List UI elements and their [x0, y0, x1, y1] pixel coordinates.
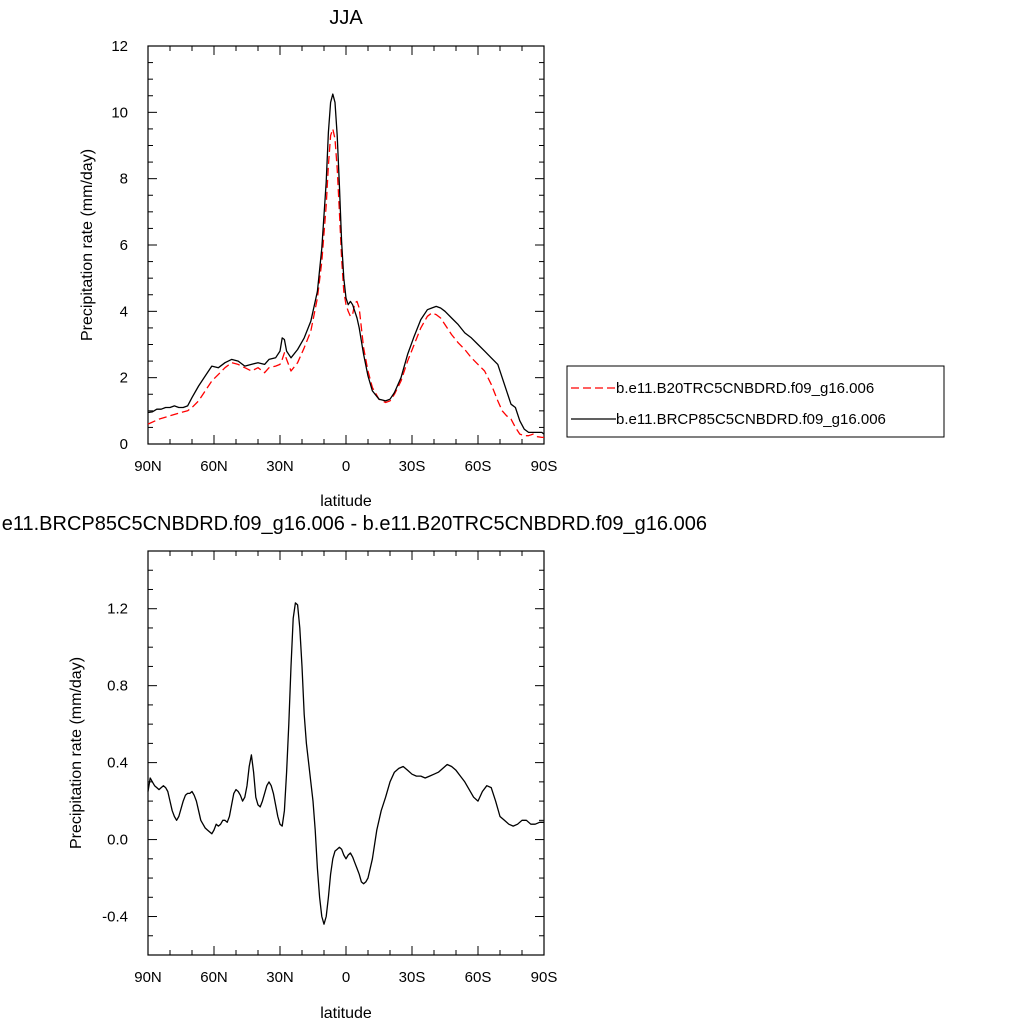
x-axis-label: latitude: [320, 493, 372, 510]
legend-box: [566, 365, 945, 438]
x-tick-label: 90S: [531, 458, 558, 475]
chart-title: b.e11.BRCP85C5CNBDRD.f09_g16.006 - b.e11…: [0, 513, 707, 535]
plot-frame: [147, 45, 545, 445]
plot-frame: [147, 550, 545, 956]
x-tick-label: 30S: [399, 458, 426, 475]
y-tick-label: 0.4: [107, 755, 128, 772]
x-tick-label: 90S: [531, 969, 558, 986]
series-line-2: [147, 93, 545, 435]
x-tick-label: 0: [342, 969, 350, 986]
series-line-1: [147, 128, 544, 439]
series-line-1: [147, 602, 544, 925]
y-tick-label: 0.0: [107, 832, 128, 849]
x-tick-label: 30N: [266, 458, 294, 475]
y-tick-label: -0.4: [102, 909, 128, 926]
x-axis-label: latitude: [320, 1005, 372, 1022]
y-tick-label: 12: [111, 38, 128, 55]
legend-entry-1: b.e11.B20TRC5CNBDRD.f09_g16.006: [616, 380, 874, 397]
y-axis-label: Precipitation rate (mm/day): [68, 657, 85, 849]
x-tick-label: 60N: [200, 969, 228, 986]
y-tick-label: 0.8: [107, 678, 128, 695]
y-axis-label: Precipitation rate (mm/day): [79, 149, 96, 341]
x-tick-label: 60S: [465, 458, 492, 475]
y-tick-label: 6: [120, 237, 128, 254]
x-tick-label: 90N: [134, 969, 162, 986]
y-tick-label: 8: [120, 171, 128, 188]
y-tick-label: 1.2: [107, 601, 128, 618]
y-tick-label: 10: [111, 104, 128, 121]
y-tick-label: 0: [120, 436, 128, 453]
chart-title: JJA: [329, 7, 363, 29]
x-tick-label: 0: [342, 458, 350, 475]
x-tick-label: 30S: [399, 969, 426, 986]
y-tick-label: 4: [120, 303, 128, 320]
x-tick-label: 90N: [134, 458, 162, 475]
x-tick-label: 30N: [266, 969, 294, 986]
chart-panel-1: [147, 45, 945, 445]
y-tick-label: 2: [120, 370, 128, 387]
x-tick-label: 60S: [465, 969, 492, 986]
x-tick-label: 60N: [200, 458, 228, 475]
chart-panel-2: [147, 550, 545, 956]
legend-entry-2: b.e11.BRCP85C5CNBDRD.f09_g16.006: [616, 411, 886, 428]
